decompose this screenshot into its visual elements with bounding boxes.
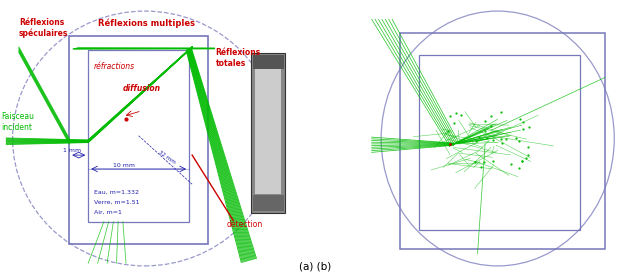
Text: Réflexions
spéculaires: Réflexions spéculaires: [19, 18, 68, 38]
Text: Air, m=1: Air, m=1: [94, 209, 122, 214]
Text: Eau, m=1.332: Eau, m=1.332: [94, 190, 139, 195]
Text: diffusion: diffusion: [123, 84, 161, 93]
Text: Faisceau
incident: Faisceau incident: [1, 112, 34, 132]
Text: détection: détection: [227, 220, 263, 229]
Bar: [88, 50, 189, 222]
Bar: [400, 33, 605, 249]
Bar: [419, 55, 580, 230]
Text: 1 mm: 1 mm: [63, 148, 81, 153]
Bar: [255, 61, 281, 194]
Bar: [251, 53, 285, 213]
Text: Réflexions multiples: Réflexions multiples: [98, 19, 195, 28]
Text: réfractions: réfractions: [93, 62, 134, 71]
Bar: [253, 55, 284, 69]
Text: Verre, m=1.51: Verre, m=1.51: [94, 200, 140, 205]
Text: 32 mm: 32 mm: [158, 150, 176, 166]
Text: (a) (b): (a) (b): [299, 261, 331, 271]
Bar: [69, 36, 208, 244]
Text: 10 mm: 10 mm: [113, 163, 135, 168]
Bar: [253, 195, 284, 211]
Text: Réflexions
totales: Réflexions totales: [215, 48, 261, 68]
